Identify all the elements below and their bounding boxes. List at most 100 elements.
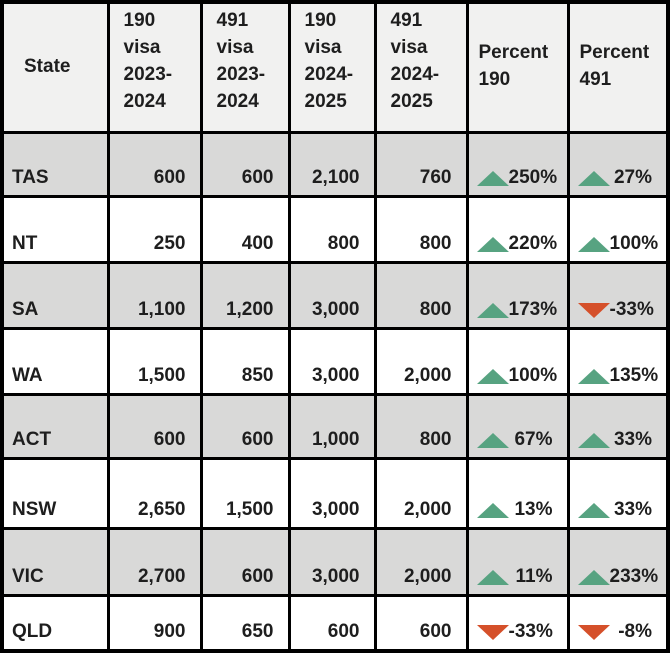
cell-190-visa-2024-2025: 2,100 [287,130,377,198]
cell-190-visa-2024-2025: 3,000 [287,260,377,330]
cell-491-visa-2023-2024: 650 [199,593,291,653]
percent-value: 100% [508,364,558,386]
up-triangle-icon [476,236,509,252]
cell-491-visa-2024-2025: 2,000 [373,456,469,530]
up-triangle-icon [577,170,610,186]
column-header-190-visa-2023-2024: 190 visa 2023- 2024 [106,0,203,134]
cell-491-visa-2023-2024: 600 [199,526,291,597]
cell-491-visa-2024-2025: 800 [373,194,469,264]
cell-491-visa-2023-2024: 600 [199,130,291,198]
cell-491-visa-2023-2024: 850 [199,326,291,396]
table-row-act: ACT 600 600 1,000 800 67% 33% [0,392,670,460]
down-triangle-icon [577,302,610,318]
cell-190-visa-2024-2025: 800 [287,194,377,264]
cell-491-visa-2023-2024: 1,500 [199,456,291,530]
cell-state: NT [0,194,110,264]
cell-percent-491: -8% [566,593,670,653]
cell-190-visa-2023-2024: 1,500 [106,326,203,396]
column-header-state: State [0,0,110,134]
down-triangle-icon [476,625,509,640]
cell-491-visa-2023-2024: 600 [199,392,291,460]
percent-value: 173% [508,298,558,320]
cell-190-visa-2024-2025: 1,000 [287,392,377,460]
cell-percent-190: 67% [465,392,570,460]
up-triangle-icon [577,502,610,518]
cell-percent-491: 135% [566,326,670,396]
cell-491-visa-2023-2024: 1,200 [199,260,291,330]
cell-state: QLD [0,593,110,653]
cell-190-visa-2024-2025: 3,000 [287,326,377,396]
cell-state: ACT [0,392,110,460]
table-row-nsw: NSW 2,650 1,500 3,000 2,000 13% 33% [0,456,670,530]
cell-491-visa-2024-2025: 600 [373,593,469,653]
percent-value: -33% [609,298,654,320]
percent-value: 233% [609,565,659,587]
up-triangle-icon [476,502,509,518]
cell-190-visa-2024-2025: 3,000 [287,456,377,530]
percent-value: 27% [613,166,652,188]
percent-value: 220% [508,232,558,254]
column-header-percent-491: Percent 491 [566,0,670,134]
up-triangle-icon [476,368,509,384]
cell-state: TAS [0,130,110,198]
cell-percent-491: 233% [566,526,670,597]
cell-state: WA [0,326,110,396]
percent-value: 33% [613,498,652,520]
column-header-491-visa-2023-2024: 491 visa 2023- 2024 [199,0,291,134]
table-row-nt: NT 250 400 800 800 220% 100% [0,194,670,264]
cell-190-visa-2023-2024: 600 [106,392,203,460]
percent-value: 13% [514,498,553,520]
percent-value: 33% [613,428,652,450]
percent-value: 67% [514,428,553,450]
cell-state: VIC [0,526,110,597]
cell-190-visa-2023-2024: 900 [106,593,203,653]
cell-percent-190: -33% [465,593,570,653]
up-triangle-icon [476,569,509,585]
cell-190-visa-2023-2024: 600 [106,130,203,198]
column-header-percent-190: Percent 190 [465,0,570,134]
cell-percent-190: 13% [465,456,570,530]
percent-value: 135% [609,364,659,386]
column-header-190-visa-2024-2025: 190 visa 2024- 2025 [287,0,377,134]
percent-value: -33% [508,621,553,642]
up-triangle-icon [577,236,610,252]
table-row-qld: QLD 900 650 600 600 -33% -8% [0,593,670,653]
column-header-491-visa-2024-2025: 491 visa 2024- 2025 [373,0,469,134]
cell-percent-190: 250% [465,130,570,198]
down-triangle-icon [577,625,610,640]
percent-value: -8% [618,621,652,642]
cell-190-visa-2024-2025: 600 [287,593,377,653]
cell-percent-491: 33% [566,392,670,460]
up-triangle-icon [577,569,610,585]
cell-percent-190: 173% [465,260,570,330]
up-triangle-icon [476,170,509,186]
cell-percent-491: 27% [566,130,670,198]
up-triangle-icon [476,302,509,318]
percent-value: 11% [515,565,553,587]
cell-491-visa-2024-2025: 760 [373,130,469,198]
cell-190-visa-2023-2024: 2,650 [106,456,203,530]
cell-491-visa-2024-2025: 2,000 [373,326,469,396]
table-row-wa: WA 1,500 850 3,000 2,000 100% 135% [0,326,670,396]
table-row-sa: SA 1,100 1,200 3,000 800 173% -33% [0,260,670,330]
cell-491-visa-2024-2025: 800 [373,392,469,460]
cell-state: NSW [0,456,110,530]
percent-value: 250% [508,166,558,188]
table-row-tas: TAS 600 600 2,100 760 250% 27% [0,130,670,198]
cell-percent-491: 100% [566,194,670,264]
cell-491-visa-2024-2025: 2,000 [373,526,469,597]
cell-190-visa-2023-2024: 250 [106,194,203,264]
cell-491-visa-2024-2025: 800 [373,260,469,330]
cell-190-visa-2024-2025: 3,000 [287,526,377,597]
cell-percent-491: 33% [566,456,670,530]
cell-state: SA [0,260,110,330]
up-triangle-icon [577,432,610,448]
cell-190-visa-2023-2024: 1,100 [106,260,203,330]
cell-percent-190: 220% [465,194,570,264]
cell-190-visa-2023-2024: 2,700 [106,526,203,597]
up-triangle-icon [577,368,610,384]
percent-value: 100% [609,232,659,254]
table-row-vic: VIC 2,700 600 3,000 2,000 11% 233% [0,526,670,597]
